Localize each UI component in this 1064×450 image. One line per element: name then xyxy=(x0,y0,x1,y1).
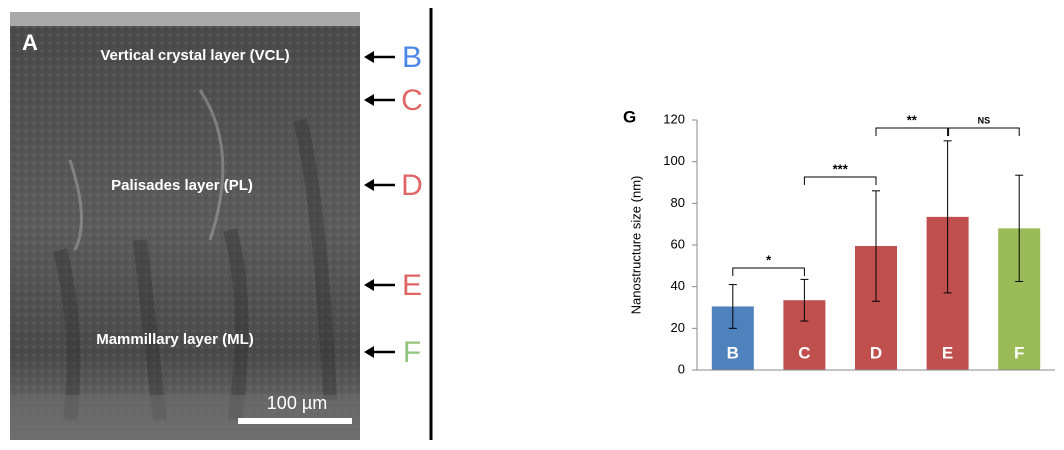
scale-bar xyxy=(238,418,352,424)
bar-label: D xyxy=(870,343,882,362)
arrow-label: C xyxy=(401,84,423,117)
layer-label: Palisades layer (PL) xyxy=(111,177,253,194)
arrow-head xyxy=(364,346,374,358)
panel-label: A xyxy=(22,30,38,55)
significance-label: *** xyxy=(833,161,849,176)
y-tick-label: 20 xyxy=(671,320,685,335)
arrow-head xyxy=(364,51,374,63)
significance-bracket xyxy=(949,128,1020,136)
scale-bar-label: 100 µm xyxy=(267,393,327,413)
bar-label: B xyxy=(727,343,739,362)
bar-label: C xyxy=(798,343,810,362)
figure: BCDEF200 nm A Vertical crystal layer (VC… xyxy=(0,0,1064,445)
arrow-label: B xyxy=(402,41,422,74)
significance-label: NS xyxy=(978,115,991,125)
significance-label: ** xyxy=(907,112,918,127)
significance-bracket xyxy=(733,268,805,276)
y-axis-label: Nanostructure size (nm) xyxy=(628,176,643,315)
arrow-head xyxy=(364,279,374,291)
layer-label: Vertical crystal layer (VCL) xyxy=(100,47,289,64)
bar-label: E xyxy=(942,343,953,362)
y-tick-label: 120 xyxy=(663,111,685,126)
y-tick-label: 60 xyxy=(671,236,685,251)
y-tick-label: 0 xyxy=(678,361,685,376)
panel-label: G xyxy=(623,107,636,126)
y-tick-label: 40 xyxy=(671,278,685,293)
sem-image: A Vertical crystal layer (VCL) Palisades… xyxy=(10,12,360,440)
arrow-head xyxy=(364,179,374,191)
arrow-label: D xyxy=(401,169,423,202)
arrow-label: F xyxy=(403,336,421,369)
significance-label: * xyxy=(766,252,772,267)
bar-chart: G Nanostructure size (nm) 0 20 40 60 80 100 12… xyxy=(623,107,1055,376)
arrow-label: E xyxy=(402,269,422,302)
y-tick-label: 80 xyxy=(671,195,685,210)
y-tick-label: 100 xyxy=(663,153,685,168)
layer-label: Mammillary layer (ML) xyxy=(96,331,254,348)
bar-label: F xyxy=(1014,343,1024,362)
significance-bracket xyxy=(876,128,948,136)
significance-bracket xyxy=(804,177,876,185)
arrow-head xyxy=(364,94,374,106)
arrows: BC D E F xyxy=(364,41,423,369)
